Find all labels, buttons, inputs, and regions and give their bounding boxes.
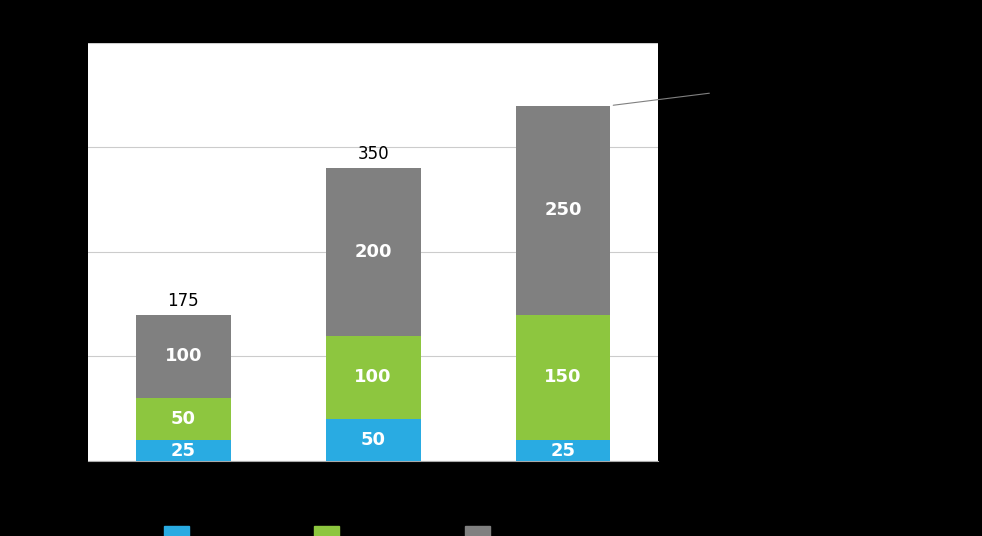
Text: 150: 150 [544,368,581,386]
Bar [516,440,611,461]
Text: 100: 100 [355,368,392,386]
Text: 425: 425 [613,81,746,105]
Bar [326,419,420,461]
Text: 200: 200 [355,243,392,261]
Bar [136,440,231,461]
Text: 25: 25 [171,442,195,459]
Text: 250: 250 [544,201,581,219]
Title: Annual Product Sales: Annual Product Sales [231,7,516,31]
Bar [326,336,420,419]
Bar [516,106,611,315]
Text: 100: 100 [165,347,202,366]
Text: 50: 50 [171,410,195,428]
Bar [516,315,611,440]
Text: 25: 25 [551,442,575,459]
Text: 50: 50 [360,431,386,449]
Bar [136,315,231,398]
Text: 175: 175 [168,292,199,310]
Bar [326,168,420,336]
Legend: Product 1, Product 2, Product 3: Product 1, Product 2, Product 3 [157,519,589,536]
Text: 350: 350 [357,145,389,163]
Bar [136,398,231,440]
